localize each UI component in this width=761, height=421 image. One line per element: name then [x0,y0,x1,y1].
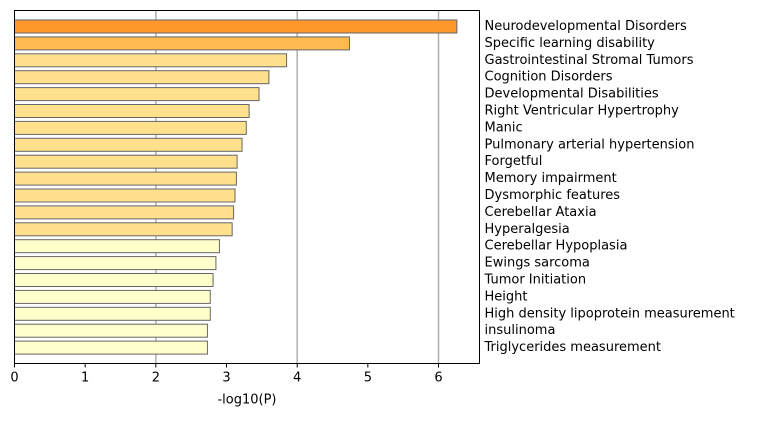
category-label: Memory impairment [485,171,617,186]
category-label: Developmental Disabilities [485,87,659,102]
category-label: Gastrointestinal Stromal Tumors [485,53,694,68]
x-tick-label: 5 [364,371,372,386]
bar [14,306,211,321]
x-tick-label: 6 [434,371,442,386]
x-tick-label: 2 [152,371,160,386]
bar [14,87,260,102]
bar [14,205,235,220]
category-label: Cognition Disorders [485,70,613,85]
category-label: Cerebellar Ataxia [485,205,597,220]
bar [14,323,208,338]
bar [14,154,238,169]
category-label: Triglycerides measurement [484,340,662,355]
category-label: Ewings sarcoma [485,256,590,271]
category-label: Specific learning disability [485,36,656,51]
category-label: Pulmonary arterial hypertension [485,137,695,152]
category-label: Hyperalgesia [485,222,570,237]
bar [14,70,270,85]
bar [14,171,237,186]
x-tick-label: 1 [81,371,89,386]
bar [14,256,217,271]
bar [14,289,211,304]
grid-lines [155,10,440,364]
bars [14,19,458,355]
bar [14,137,243,152]
category-label: Neurodevelopmental Disorders [485,19,688,34]
bar [14,19,458,34]
category-label: Tumor Initiation [484,273,587,288]
bar [14,273,214,287]
bar [14,120,247,135]
category-label: Right Ventricular Hypertrophy [485,104,680,119]
bar [14,340,208,355]
x-tick-label: 4 [293,371,301,386]
bar [14,222,233,237]
bar [14,188,236,203]
bar [14,239,220,254]
category-label: Cerebellar Hypoplasia [485,239,628,254]
x-tick-label: 0 [10,371,18,386]
x-axis-ticks: 0 1 2 3 4 5 6 [10,363,443,386]
bar [14,53,288,68]
category-label: Manic [485,120,523,135]
category-label: Height [485,289,528,304]
category-label: Forgetful [485,154,543,169]
bar [14,104,250,118]
bar [14,36,350,51]
plot-frame [14,10,480,364]
category-label: High density lipoprotein measurement [485,306,735,321]
category-label: insulinoma [485,323,556,338]
category-labels: Neurodevelopmental Disorders Specific lea… [484,19,735,355]
category-label: Dysmorphic features [485,188,621,203]
x-tick-label: 3 [222,371,230,386]
x-axis-label: -log10(P) [217,393,276,408]
